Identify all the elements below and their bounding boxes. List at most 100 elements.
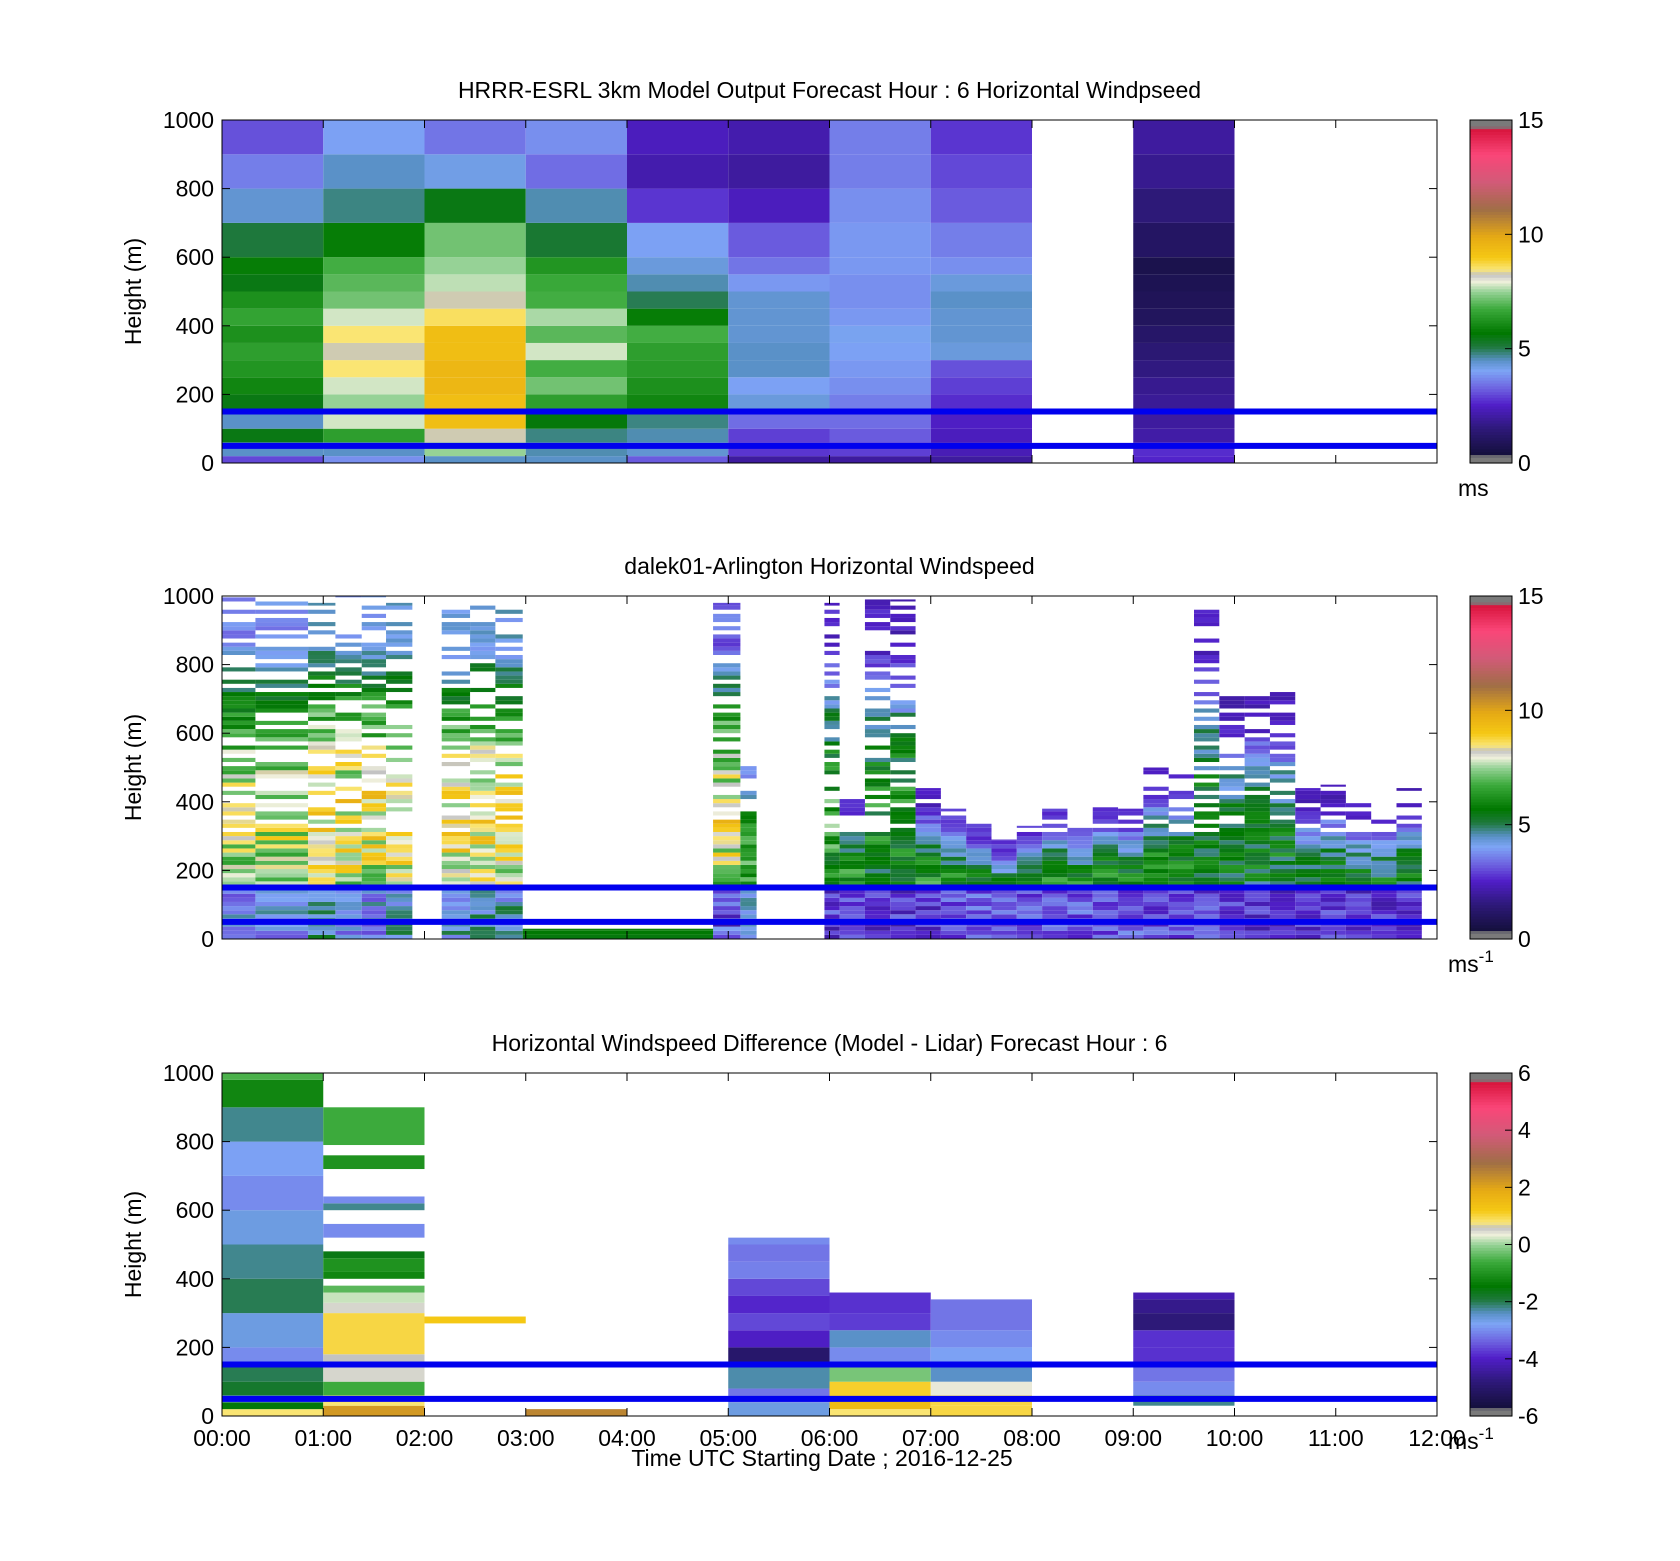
- panel-title: Horizontal Windspeed Difference (Model -…: [492, 1030, 1168, 1056]
- heatmap-cell: [1042, 840, 1068, 845]
- heatmap-cell: [441, 724, 471, 730]
- colorbar-swatch: [1470, 245, 1512, 250]
- heatmap-cell: [441, 856, 471, 861]
- colorbar-unit-exponent: -1: [1479, 947, 1494, 966]
- colorbar-swatch: [1470, 285, 1512, 290]
- heatmap-cell: [824, 704, 840, 709]
- heatmap-cell: [335, 815, 362, 820]
- heatmap-cell: [441, 609, 471, 614]
- heatmap-cell: [940, 910, 967, 915]
- heatmap-cell: [470, 869, 496, 874]
- heatmap-cell: [839, 844, 865, 849]
- colorbar-swatch: [1470, 1304, 1512, 1308]
- heatmap-cell: [222, 622, 256, 627]
- x-tick-label: 11:00: [1308, 1425, 1364, 1451]
- heatmap-cell: [991, 877, 1017, 882]
- heatmap-cell: [1295, 811, 1321, 816]
- colorbar-swatch: [1470, 1175, 1512, 1180]
- heatmap-cell: [255, 766, 309, 771]
- colorbar-swatch: [1470, 621, 1512, 626]
- heatmap-cell: [728, 394, 830, 412]
- heatmap-cell: [890, 794, 916, 800]
- colorbar-swatch: [1470, 1078, 1512, 1083]
- heatmap-cell: [1396, 840, 1422, 845]
- heatmap-cell: [864, 869, 891, 874]
- colorbar-tick-label: 15: [1518, 107, 1544, 133]
- heatmap-cell: [864, 864, 891, 870]
- heatmap-cell: [864, 745, 891, 750]
- heatmap-cell: [940, 877, 967, 882]
- heatmap-cell: [1092, 889, 1119, 894]
- heatmap-cell: [361, 930, 387, 935]
- heatmap-cell: [829, 120, 931, 155]
- heatmap-cell: [915, 844, 941, 849]
- heatmap-cell: [1016, 860, 1043, 865]
- heatmap-cell: [940, 914, 967, 919]
- colorbar-swatch: [1470, 282, 1512, 287]
- heatmap-cell: [1396, 877, 1422, 882]
- heatmap-cell: [1269, 799, 1296, 804]
- colorbar-swatch: [1470, 342, 1512, 347]
- heatmap-cell: [1244, 897, 1270, 902]
- colorbar-swatch: [1470, 1147, 1512, 1151]
- heatmap-cell: [1295, 856, 1321, 861]
- heatmap-cell: [713, 864, 741, 870]
- colorbar-swatch: [1470, 1161, 1512, 1166]
- heatmap-cell: [386, 934, 413, 939]
- heatmap-cell: [222, 342, 324, 361]
- heatmap-cell: [222, 377, 324, 395]
- colorbar-swatch: [1470, 884, 1512, 889]
- colorbar-swatch: [1470, 331, 1512, 335]
- heatmap-cell: [323, 1364, 425, 1382]
- heatmap-cell: [839, 807, 865, 812]
- heatmap-cell: [495, 700, 523, 705]
- heatmap-cell: [361, 836, 387, 841]
- heatmap-cell: [890, 848, 916, 853]
- heatmap-cell: [495, 617, 523, 623]
- heatmap-cell: [1092, 819, 1119, 824]
- heatmap-cell: [1371, 906, 1397, 911]
- heatmap-cell: [1143, 794, 1169, 800]
- heatmap-cell: [1244, 704, 1270, 709]
- heatmap-cell: [824, 823, 840, 828]
- heatmap-cell: [222, 831, 256, 837]
- heatmap-cell: [222, 934, 256, 939]
- heatmap-cell: [713, 889, 741, 894]
- heatmap-cell: [255, 856, 309, 861]
- heatmap-cell: [1016, 893, 1043, 898]
- heatmap-cell: [1143, 910, 1169, 915]
- colorbar-swatch: [1470, 385, 1512, 390]
- heatmap-cell: [915, 897, 941, 902]
- y-axis-label: Height (m): [120, 238, 146, 345]
- heatmap-cell: [1194, 733, 1220, 738]
- heatmap-cell: [1320, 852, 1346, 857]
- heatmap-cell: [839, 881, 865, 886]
- colorbar-frame: [1469, 119, 1513, 464]
- heatmap-cell: [495, 737, 523, 742]
- heatmap-cell: [940, 893, 967, 898]
- heatmap-cell: [829, 342, 931, 361]
- heatmap-cell: [495, 799, 523, 804]
- heatmap-cell: [1194, 716, 1220, 721]
- colorbar-tick-label: 4: [1518, 1117, 1531, 1143]
- heatmap-cell: [824, 679, 840, 684]
- heatmap-cell: [915, 823, 941, 828]
- heatmap-cell: [1194, 650, 1220, 655]
- heatmap-cell: [495, 807, 523, 812]
- heatmap-cell: [441, 716, 471, 721]
- heatmap-cell: [361, 613, 387, 618]
- heatmap-cell: [1295, 794, 1321, 800]
- heatmap-cell: [495, 667, 523, 672]
- colorbar-swatch: [1470, 710, 1512, 714]
- heatmap-cell: [1168, 819, 1194, 824]
- heatmap-cell: [930, 120, 1032, 155]
- heatmap-cell: [890, 877, 916, 882]
- heatmap-cell: [713, 770, 741, 775]
- heatmap-cell: [470, 815, 496, 820]
- heatmap-cell: [1194, 737, 1220, 742]
- heatmap-cell: [1118, 827, 1144, 832]
- heatmap-cell: [308, 852, 336, 857]
- heatmap-cell: [222, 626, 256, 631]
- colorbar-swatch: [1470, 322, 1512, 327]
- colorbar-swatch: [1470, 1238, 1512, 1243]
